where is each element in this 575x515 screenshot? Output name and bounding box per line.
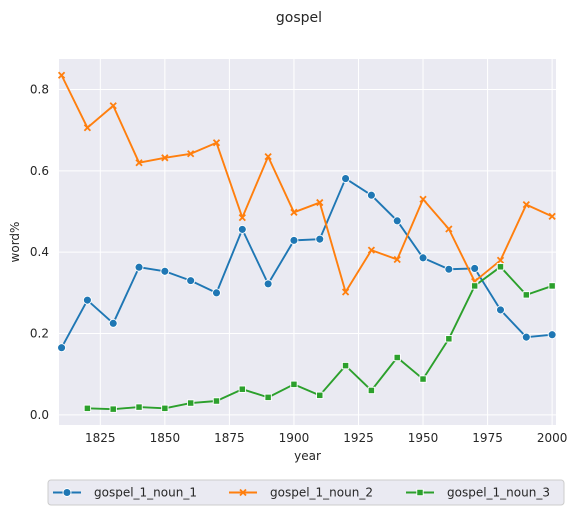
data-point [83,124,92,132]
legend-entry: gospel_1_noun_3 [406,486,550,500]
chart-title: gospel [276,10,322,26]
x-tick-label: 1875 [214,431,245,445]
data-point [547,330,557,340]
data-point [290,208,298,216]
legend-marker [416,488,424,497]
series-layer [57,71,557,413]
data-point [237,224,247,234]
legend-entry: gospel_1_noun_2 [229,486,373,500]
x-tick-label: 1850 [150,431,181,445]
data-point [238,385,246,393]
data-point [82,295,92,305]
y-axis-label: word% [8,222,22,263]
x-tick-label: 1900 [279,431,310,445]
data-point [366,190,376,200]
series-3 [83,263,556,413]
data-point [341,174,351,184]
data-point [134,262,144,272]
data-point [264,393,272,401]
data-point [444,264,454,274]
x-tick-label: 1925 [343,431,374,445]
x-tick-label: 1950 [408,431,439,445]
plot-area [59,59,556,425]
x-tick-label: 1825 [85,431,116,445]
data-point [186,276,196,286]
legend-label: gospel_1_noun_2 [270,486,373,500]
data-point [109,405,117,413]
x-axis-label: year [294,449,321,463]
x-axis-ticks: 1825 1850 1875 1900 1925 1950 1975 2000 [85,431,567,445]
data-point [341,361,350,370]
data-point [496,263,505,271]
series-2 [57,71,556,296]
x-tick-label: 1975 [472,431,503,445]
data-point [289,235,299,245]
x-tick-label: 2000 [537,431,568,445]
data-point [238,213,246,222]
legend-label: gospel_1_noun_1 [94,486,197,500]
data-point [522,291,530,299]
legend-label: gospel_1_noun_3 [447,486,550,500]
data-point [316,198,324,207]
y-tick-label: 0.0 [30,408,49,422]
data-point [341,288,350,296]
data-point [418,253,428,263]
data-point [160,266,170,276]
y-tick-label: 0.4 [30,245,49,259]
data-point [57,343,67,353]
data-point [212,139,221,147]
series-1 [57,174,557,353]
legend-marker [62,488,72,497]
data-point [367,386,376,395]
data-point [496,256,505,264]
data-point [161,154,169,162]
legend-box [47,479,565,506]
data-point [445,335,453,343]
data-point [83,404,92,412]
data-point [187,399,195,407]
data-point [393,353,401,362]
y-axis-ticks: 0.0 0.2 0.4 0.6 0.8 [30,83,49,422]
data-point [392,216,402,226]
data-point [135,403,143,411]
data-point [316,391,324,399]
series-line [60,74,553,293]
data-point [108,318,118,328]
y-tick-label: 0.6 [30,164,49,178]
grid [59,59,556,425]
data-point [264,152,272,161]
data-point [496,305,505,315]
data-point [445,225,453,233]
data-point [471,282,479,290]
data-point [212,397,221,405]
data-point [548,282,556,290]
y-tick-label: 0.8 [30,83,49,97]
legend-marker [239,488,247,497]
legend-entry: gospel_1_noun_1 [53,486,197,500]
data-point [109,102,117,110]
data-point [521,332,531,342]
data-point [187,150,195,158]
data-point [161,404,169,412]
data-point [419,195,427,203]
data-point [419,375,427,383]
data-point [548,212,556,221]
data-point [470,263,480,273]
data-point [57,71,66,79]
data-point [315,234,325,244]
data-point [263,279,273,289]
y-tick-label: 0.2 [30,327,49,341]
data-point [290,380,298,388]
data-point [522,200,530,209]
legend: gospel_1_noun_1 gospel_1_noun_2 gospel_1_n… [47,479,565,506]
data-point [135,159,143,167]
data-point [393,255,401,264]
data-point [367,246,376,254]
data-point [212,288,221,298]
